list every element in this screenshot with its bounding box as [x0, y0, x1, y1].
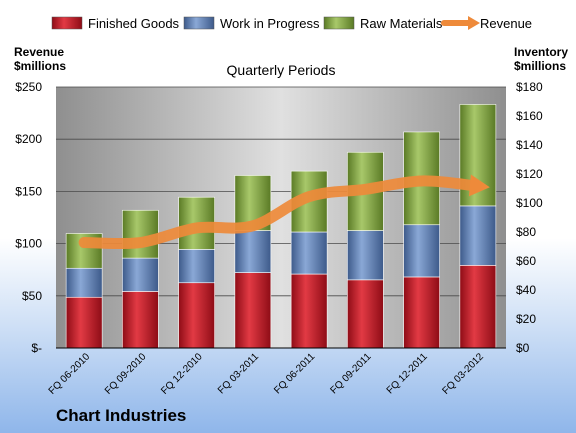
y-right-tick-label: $60 [516, 254, 536, 268]
legend: Finished Goods Work in Progress Raw Materi… [51, 16, 532, 31]
x-tick-label: FQ 12-2011 [385, 351, 430, 396]
legend-label: Raw Materials [360, 16, 443, 31]
bar-finished-goods [178, 282, 215, 349]
y-left-tick-label: $200 [15, 132, 42, 146]
y-right-tick-label: $20 [516, 312, 536, 326]
y-left-tick-label: $250 [15, 80, 42, 94]
chart-title: Quarterly Periods [227, 62, 336, 78]
bar-work-in-progress [347, 230, 384, 281]
x-tick-label: FQ 09-2011 [329, 351, 374, 396]
y-left-label-line1: Revenue [14, 45, 64, 59]
y-right-tick-label: $140 [516, 138, 543, 152]
bar-work-in-progress [459, 205, 497, 266]
bar-finished-goods [234, 272, 272, 349]
revenue-line-group [78, 174, 490, 250]
legend-label: Work in Progress [220, 16, 320, 31]
revenue-line [78, 175, 484, 250]
x-tick-label: FQ 09-2010 [103, 351, 149, 397]
y-left-tick-label: $100 [15, 237, 42, 251]
y-left-label-line2: $millions [14, 59, 66, 73]
x-ticks: FQ 06-2010 FQ 09-2010 FQ 12-2010 FQ 03-2011… [47, 351, 487, 397]
bar-finished-goods [403, 276, 440, 349]
legend-label: Revenue [480, 16, 532, 31]
x-tick-label: FQ 03-2012 [440, 351, 486, 397]
y-right-tick-label: $120 [516, 167, 543, 181]
y-right-ticks: $0 $20 $40 $60 $80 $100 $120 $140 $160 $180 [516, 80, 543, 355]
legend-swatch [51, 16, 83, 30]
y-right-tick-label: $0 [516, 341, 530, 355]
legend-arrow-icon [468, 16, 480, 30]
bar-finished-goods [122, 291, 159, 349]
bar-finished-goods [347, 279, 384, 349]
y-right-label-line2: $millions [514, 59, 566, 73]
company-name: Chart Industries [56, 406, 186, 425]
x-tick-label: FQ 06-2010 [47, 351, 93, 397]
legend-swatch [183, 16, 215, 30]
legend-swatch [323, 16, 355, 30]
bar-finished-goods [290, 273, 328, 349]
y-left-tick-label: $50 [22, 289, 42, 303]
y-right-tick-label: $100 [516, 196, 543, 210]
y-left-tick-label: $150 [15, 184, 42, 198]
bar-work-in-progress [122, 257, 159, 292]
bar-work-in-progress [178, 249, 215, 284]
bar-work-in-progress [290, 231, 328, 275]
legend-label: Finished Goods [88, 16, 180, 31]
bar-finished-goods [459, 265, 497, 349]
y-right-tick-label: $40 [516, 283, 536, 297]
bar-finished-goods [65, 296, 103, 349]
y-right-tick-label: $80 [516, 225, 536, 239]
x-tick-label: FQ 03-2011 [216, 351, 261, 396]
y-right-tick-label: $180 [516, 80, 543, 94]
x-tick-label: FQ 06-2011 [272, 351, 317, 396]
bar-work-in-progress [403, 224, 440, 278]
x-tick-label: FQ 12-2010 [159, 351, 205, 397]
bar-raw-materials [122, 209, 159, 259]
bar-work-in-progress [234, 230, 272, 273]
y-right-label-line1: Inventory [514, 45, 568, 59]
y-right-tick-label: $160 [516, 109, 543, 123]
bar-work-in-progress [65, 267, 103, 298]
revenue-arrowhead [468, 174, 490, 197]
y-left-tick-label: $- [31, 341, 42, 355]
y-left-ticks: $- $50 $100 $150 $200 $250 [15, 80, 42, 355]
